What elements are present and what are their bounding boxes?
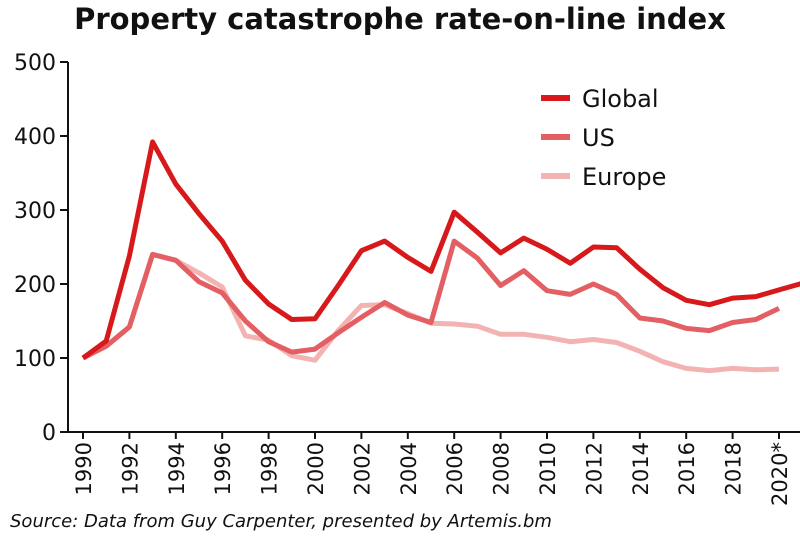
- legend-label-us: US: [582, 124, 615, 152]
- source-note: Source: Data from Guy Carpenter, present…: [10, 511, 552, 532]
- legend-label-europe: Europe: [582, 163, 666, 191]
- chart-title: Property catastrophe rate-on-line index: [74, 2, 726, 36]
- x-tick-label: 2008: [490, 442, 514, 495]
- y-tick-label: 500: [14, 51, 56, 76]
- y-tick-label: 200: [14, 273, 56, 298]
- x-tick-label: 1996: [211, 442, 235, 495]
- x-tick-label: 1992: [118, 442, 142, 495]
- x-tick-label: 2010: [536, 442, 560, 495]
- legend: Global US Europe: [541, 85, 666, 191]
- y-tick-label: 300: [14, 199, 56, 224]
- x-tick-label: 1998: [258, 442, 282, 495]
- y-tick-label: 100: [14, 347, 56, 372]
- x-tick-label: 2004: [397, 442, 421, 495]
- x-tick-label: 2020*: [768, 442, 792, 506]
- x-tick-label: 2012: [582, 442, 606, 495]
- y-tick-label: 400: [14, 125, 56, 150]
- x-tick-label: 1994: [165, 442, 189, 495]
- x-tick-label: 2000: [304, 442, 328, 495]
- x-tick-label: 2018: [722, 442, 746, 495]
- x-tick-label: 2016: [675, 442, 699, 495]
- axes: 0 100 200 300 400 500 1990 1992 1994 1996 1998 2000…: [14, 51, 800, 506]
- series-line-us: [81, 238, 781, 361]
- x-tick-label: 2014: [629, 442, 653, 495]
- x-tick-label: 1990: [72, 442, 96, 495]
- series-line-global: [81, 139, 800, 361]
- y-tick-label: 0: [42, 421, 56, 446]
- legend-label-global: Global: [582, 85, 659, 113]
- x-tick-label: 2006: [443, 442, 467, 495]
- x-tick-label: 2002: [350, 442, 374, 495]
- series-layer: [81, 139, 800, 374]
